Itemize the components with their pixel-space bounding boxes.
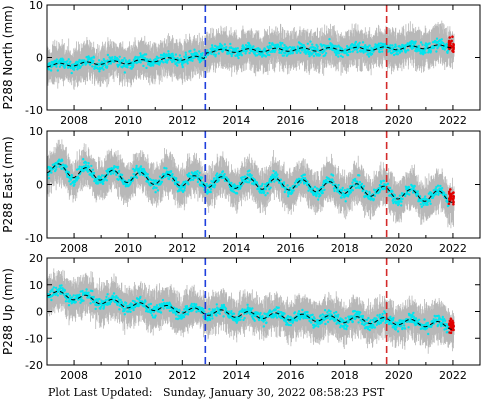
y-tick-label: 10 — [29, 0, 43, 12]
y-axis-label: P288 East (mm) — [1, 136, 15, 232]
panel-up: 2008 2010 2012 2014 2016 2018 2020 2022 -20 -10 0 1… — [1, 252, 481, 382]
y-tick-label: -20 — [25, 359, 43, 372]
x-tick-label: 2010 — [114, 114, 142, 127]
x-tick-label: 2018 — [331, 242, 359, 255]
x-tick-label: 2008 — [60, 242, 88, 255]
y-tick-label: 10 — [29, 125, 43, 138]
y-tick-label: 0 — [36, 52, 43, 65]
x-tick-label: 2012 — [168, 114, 196, 127]
x-tick-label: 2020 — [385, 114, 413, 127]
x-tick-label: 2014 — [222, 114, 250, 127]
x-tick-label: 2016 — [277, 114, 305, 127]
x-tick-label: 2022 — [439, 369, 467, 382]
recent-points-path — [447, 188, 456, 206]
x-tick-label: 2008 — [60, 369, 88, 382]
plot-footer: Plot Last Updated: Sunday, January 30, 2… — [48, 386, 384, 399]
recent-points-path — [448, 317, 456, 335]
y-tick-label: 20 — [29, 252, 43, 265]
x-tick-label: 2016 — [277, 369, 305, 382]
x-tick-label: 2020 — [385, 369, 413, 382]
y-tick-label: -10 — [25, 232, 43, 245]
y-tick-label: 10 — [29, 279, 43, 292]
footer-label: Plot Last Updated: — [48, 386, 153, 399]
panel-east: 2008 2010 2012 2014 2016 2018 2020 2022 -10 0 10 P2… — [1, 125, 481, 255]
x-tick-label: 2010 — [114, 242, 142, 255]
x-tick-label: 2018 — [331, 369, 359, 382]
y-tick-label: -10 — [25, 332, 43, 345]
footer-timestamp: Sunday, January 30, 2022 08:58:23 PST — [162, 386, 385, 399]
x-tick-label: 2018 — [331, 114, 359, 127]
x-tick-label: 2016 — [277, 242, 305, 255]
x-tick-label: 2012 — [168, 369, 196, 382]
y-axis-label: P288 North (mm) — [1, 5, 15, 109]
x-tick-label: 2022 — [439, 242, 467, 255]
x-tick-label: 2010 — [114, 369, 142, 382]
y-axis-label: P288 Up (mm) — [1, 268, 15, 355]
y-tick-label: 0 — [36, 179, 43, 192]
x-tick-label: 2012 — [168, 242, 196, 255]
y-tick-label: 0 — [36, 306, 43, 319]
x-tick-label: 2022 — [439, 114, 467, 127]
x-tick-label: 2020 — [385, 242, 413, 255]
trend-line-north — [47, 44, 453, 68]
errorbar-path — [47, 139, 455, 229]
x-tick-label: 2008 — [60, 114, 88, 127]
x-tick-label: 2014 — [222, 242, 250, 255]
errorbars-east — [47, 139, 455, 229]
x-tick-label: 2014 — [222, 369, 250, 382]
y-tick-label: -10 — [25, 104, 43, 117]
panel-north: 2008 2010 2012 2014 2016 2018 2020 2022 -10 0 10 P2… — [1, 0, 481, 127]
